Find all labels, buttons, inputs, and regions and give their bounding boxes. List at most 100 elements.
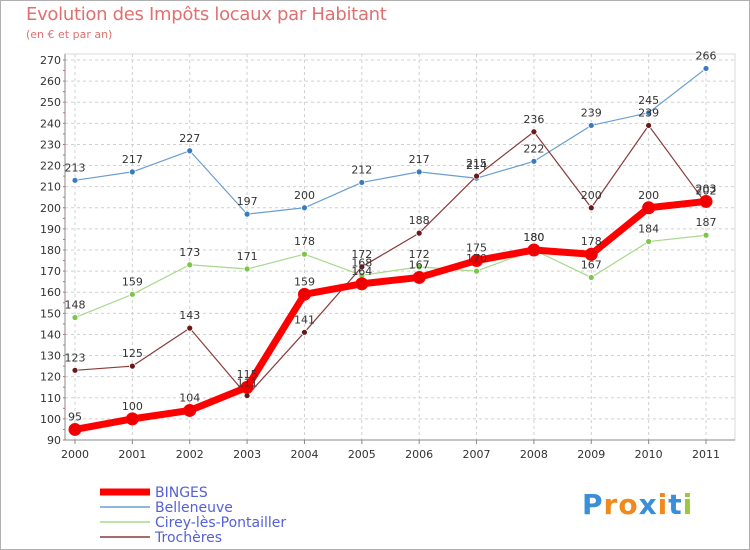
data-label-cirey-l-s-pontailler: 159 xyxy=(122,275,143,288)
legend: BINGESBelleneuveCirey-lès-PontaillerTroc… xyxy=(100,485,286,546)
data-point-binges xyxy=(183,403,197,417)
legend-label-troch-res: Trochères xyxy=(154,530,222,546)
data-label-binges: 95 xyxy=(68,410,82,423)
data-point-cirey-l-s-pontailler xyxy=(415,263,423,271)
data-point-belleneuve xyxy=(243,210,251,218)
data-label-cirey-l-s-pontailler: 170 xyxy=(466,252,487,265)
x-tick-label: 2000 xyxy=(61,448,89,461)
x-tick-label: 2011 xyxy=(692,448,720,461)
x-tick-label: 2003 xyxy=(233,448,261,461)
y-tick-label: 150 xyxy=(40,307,61,320)
data-point-troch-res xyxy=(587,204,595,212)
data-label-binges: 178 xyxy=(581,235,602,248)
y-tick-label: 110 xyxy=(40,392,61,405)
logo-letter: t xyxy=(668,488,683,521)
data-point-binges xyxy=(470,254,484,268)
y-tick-label: 270 xyxy=(40,54,61,67)
data-point-cirey-l-s-pontailler xyxy=(301,250,308,258)
plot-area xyxy=(64,53,736,441)
legend-label-cirey-l-s-pontailler: Cirey-lès-Pontailler xyxy=(155,515,286,531)
y-tick-label: 210 xyxy=(40,181,61,194)
data-point-belleneuve xyxy=(530,157,538,165)
data-label-binges: 115 xyxy=(237,368,258,381)
data-point-binges xyxy=(699,194,713,208)
data-label-troch-res: 239 xyxy=(638,106,659,119)
data-point-belleneuve xyxy=(358,179,366,186)
data-point-cirey-l-s-pontailler xyxy=(128,290,136,298)
y-tick-label: 90 xyxy=(47,434,61,447)
data-label-troch-res: 200 xyxy=(581,189,602,202)
x-tick-label: 2009 xyxy=(577,448,605,461)
y-tick-label: 260 xyxy=(40,75,61,88)
data-point-belleneuve xyxy=(301,204,308,212)
data-label-cirey-l-s-pontailler: 167 xyxy=(581,258,602,271)
data-point-cirey-l-s-pontailler xyxy=(702,231,710,239)
y-tick-label: 190 xyxy=(40,223,61,236)
data-point-troch-res xyxy=(415,229,423,237)
data-label-troch-res: 141 xyxy=(294,313,315,326)
data-point-troch-res xyxy=(645,122,653,129)
data-point-cirey-l-s-pontailler xyxy=(645,238,653,245)
data-label-belleneuve: 217 xyxy=(409,153,430,166)
data-label-belleneuve: 217 xyxy=(122,153,143,166)
data-point-binges xyxy=(642,201,656,215)
series-line-binges xyxy=(71,197,710,433)
data-label-cirey-l-s-pontailler: 173 xyxy=(179,246,200,259)
data-label-cirey-l-s-pontailler: 148 xyxy=(65,299,86,312)
data-point-binges xyxy=(68,422,82,436)
grid xyxy=(64,53,736,441)
data-point-belleneuve xyxy=(645,109,653,117)
data-label-binges: 180 xyxy=(523,231,544,244)
data-point-belleneuve xyxy=(71,176,79,184)
proxiti-logo: Proxiti xyxy=(582,488,693,521)
chart-title: Evolution des Impôts locaux par Habitant xyxy=(26,4,387,25)
y-tick-label: 240 xyxy=(40,117,61,130)
y-tick-label: 160 xyxy=(40,286,61,299)
data-label-cirey-l-s-pontailler: 168 xyxy=(351,256,372,269)
data-label-belleneuve: 245 xyxy=(638,94,659,107)
series-line-belleneuve xyxy=(74,67,707,215)
y-tick-label: 130 xyxy=(40,350,61,363)
data-label-cirey-l-s-pontailler: 187 xyxy=(696,216,717,229)
data-point-troch-res xyxy=(128,362,136,370)
data-label-binges: 164 xyxy=(351,265,372,278)
data-label-cirey-l-s-pontailler: 171 xyxy=(237,250,258,263)
y-tick-label: 230 xyxy=(40,138,61,151)
data-point-cirey-l-s-pontailler xyxy=(587,274,595,281)
data-label-troch-res: 111 xyxy=(237,377,258,390)
data-label-troch-res: 236 xyxy=(523,113,544,126)
logo-letter: x xyxy=(638,488,658,521)
y-tick-label: 220 xyxy=(40,160,61,173)
legend-label-belleneuve: Belleneuve xyxy=(155,500,233,516)
legend-label-binges: BINGES xyxy=(155,485,208,501)
x-tick-label: 2010 xyxy=(635,448,663,461)
logo-letter: o xyxy=(618,488,639,521)
x-tick-label: 2006 xyxy=(405,448,433,461)
data-label-belleneuve: 239 xyxy=(581,106,602,119)
data-label-belleneuve: 266 xyxy=(696,49,717,62)
data-label-troch-res: 123 xyxy=(65,351,86,364)
data-point-cirey-l-s-pontailler xyxy=(71,314,79,321)
x-tick-label: 2001 xyxy=(118,448,146,461)
data-point-binges xyxy=(527,243,541,257)
data-label-binges: 175 xyxy=(466,242,487,255)
logo-letter: i xyxy=(682,488,694,521)
x-tick-label: 2005 xyxy=(348,448,376,461)
y-tick-label: 250 xyxy=(40,96,61,109)
data-point-binges xyxy=(584,247,598,261)
data-point-cirey-l-s-pontailler xyxy=(473,267,480,275)
data-label-binges: 167 xyxy=(409,258,430,271)
y-tick-label: 180 xyxy=(40,244,61,257)
logo-letter: i xyxy=(657,488,669,521)
data-label-belleneuve: 213 xyxy=(65,161,86,174)
logo-letter: P xyxy=(582,488,604,521)
data-label-cirey-l-s-pontailler: 180 xyxy=(523,231,544,244)
data-label-binges: 100 xyxy=(122,400,143,413)
data-label-belleneuve: 212 xyxy=(351,163,372,176)
series-line-troch-res xyxy=(74,124,707,397)
y-tick-label: 170 xyxy=(40,265,61,278)
data-label-troch-res: 188 xyxy=(409,214,430,227)
